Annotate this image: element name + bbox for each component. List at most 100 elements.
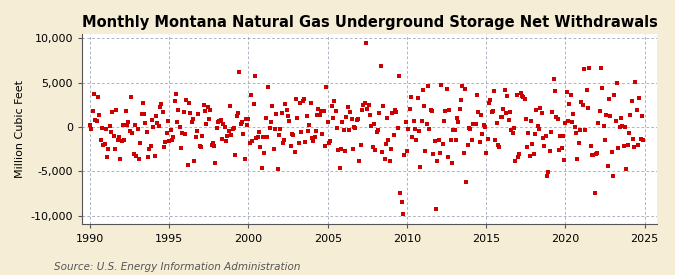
Point — [420, 149, 431, 153]
Point — [159, 145, 169, 149]
Point — [404, 107, 415, 112]
Point — [140, 121, 151, 125]
Point — [286, 144, 296, 148]
Point — [304, 123, 315, 127]
Point — [194, 144, 205, 148]
Point — [256, 166, 267, 170]
Point — [416, 119, 427, 123]
Point — [243, 117, 254, 121]
Point — [198, 103, 209, 107]
Point — [475, 140, 485, 144]
Point — [603, 96, 614, 101]
Point — [227, 126, 238, 131]
Point — [163, 119, 173, 123]
Point — [394, 74, 404, 79]
Point — [325, 139, 335, 143]
Point — [313, 107, 324, 111]
Point — [92, 95, 103, 99]
Point — [138, 101, 148, 106]
Point — [305, 101, 316, 105]
Point — [293, 141, 304, 145]
Point — [523, 131, 534, 136]
Point — [178, 109, 189, 114]
Point — [122, 123, 132, 127]
Point — [437, 142, 448, 146]
Point — [200, 108, 211, 113]
Point — [456, 98, 466, 102]
Point — [466, 138, 477, 142]
Point — [618, 144, 629, 148]
Point — [591, 151, 601, 156]
Point — [363, 102, 374, 107]
Point — [156, 102, 167, 106]
Point — [186, 119, 197, 124]
Point — [277, 141, 288, 145]
Point — [300, 140, 310, 145]
Point — [124, 129, 135, 133]
Point — [230, 153, 241, 157]
Point — [263, 85, 273, 90]
Point — [448, 128, 458, 133]
Point — [290, 149, 300, 154]
Point — [504, 118, 514, 122]
Point — [123, 120, 134, 124]
Point — [94, 113, 105, 117]
Point — [379, 157, 390, 161]
Point — [526, 119, 537, 123]
Point — [255, 145, 266, 149]
Point — [345, 110, 356, 114]
Point — [209, 144, 219, 148]
Point — [362, 106, 373, 111]
Point — [497, 114, 508, 119]
Point — [592, 151, 603, 155]
Point — [524, 153, 535, 158]
Point — [574, 128, 585, 132]
Point — [342, 105, 353, 110]
Point — [563, 119, 574, 123]
Point — [337, 120, 348, 125]
Point — [452, 116, 462, 120]
Point — [268, 147, 279, 152]
Point — [302, 129, 313, 133]
Point — [460, 87, 470, 92]
Point — [326, 104, 337, 108]
Point — [576, 99, 587, 104]
Point — [219, 125, 230, 129]
Point — [551, 114, 562, 119]
Point — [251, 136, 262, 141]
Point — [562, 90, 572, 94]
Point — [398, 212, 408, 216]
Point — [481, 150, 491, 155]
Point — [495, 114, 506, 119]
Point — [174, 125, 185, 129]
Point — [102, 155, 113, 159]
Point — [427, 109, 437, 113]
Point — [116, 139, 127, 144]
Point — [632, 143, 643, 147]
Point — [193, 112, 204, 116]
Point — [373, 127, 383, 132]
Point — [117, 123, 128, 127]
Point — [588, 153, 599, 158]
Point — [352, 118, 362, 122]
Point — [446, 138, 456, 142]
Point — [112, 138, 123, 142]
Point — [106, 130, 117, 134]
Point — [180, 131, 190, 136]
Point — [493, 143, 504, 147]
Point — [512, 155, 523, 160]
Point — [506, 128, 517, 132]
Point — [210, 161, 221, 165]
Point — [383, 138, 394, 142]
Point — [275, 126, 286, 131]
Point — [324, 141, 335, 146]
Point — [288, 133, 299, 137]
Point — [468, 122, 479, 126]
Point — [155, 104, 165, 109]
Point — [205, 108, 215, 112]
Point — [616, 116, 626, 121]
Point — [192, 129, 202, 134]
Point — [620, 125, 630, 129]
Point — [610, 119, 621, 123]
Point — [130, 123, 140, 127]
